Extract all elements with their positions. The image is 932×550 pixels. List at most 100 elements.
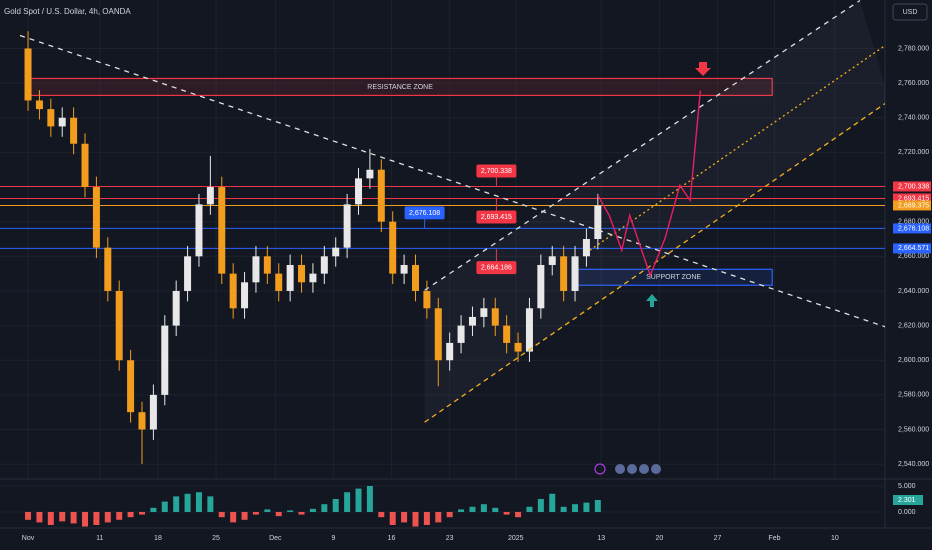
axes: 2,540.000 2,560.000 2,580.000 2,600.000 2,62…: [22, 45, 931, 542]
candle-body: [525, 308, 533, 352]
candle-body: [24, 48, 32, 101]
indicator-bar: [412, 511, 419, 527]
indicator-bar: [503, 511, 510, 515]
indicator-bar: [515, 511, 522, 518]
trend-line: [589, 44, 885, 251]
up-arrow-icon: [646, 294, 658, 307]
candle-body: [298, 264, 306, 283]
candle-body: [263, 256, 271, 274]
indicator-bar: [344, 492, 351, 512]
candle-body: [503, 325, 511, 343]
y-tick-label: 2,660.000: [898, 253, 929, 260]
candle-body: [309, 273, 317, 283]
candle-body: [560, 256, 568, 291]
indicator-bar: [389, 511, 396, 525]
x-tick-label: Dec: [269, 535, 282, 542]
x-tick-label: 18: [154, 535, 162, 542]
candle-body: [400, 264, 408, 274]
price-label-box: [476, 261, 517, 275]
trend-line: [19, 34, 885, 328]
indicator-bar: [93, 511, 100, 525]
candle-body: [389, 221, 397, 274]
candle-body: [468, 316, 476, 326]
x-tick-label: 9: [331, 535, 335, 542]
indicator-bar: [184, 493, 191, 512]
currency-button[interactable]: [892, 3, 928, 21]
candle-body: [104, 247, 112, 291]
candle-body: [47, 109, 55, 127]
indicator-bar: [560, 506, 567, 512]
axis-level-box: [893, 193, 931, 204]
candle-body: [58, 117, 66, 127]
indicator-bar: [230, 511, 237, 523]
x-tick-label: 27: [714, 535, 722, 542]
candle-body: [218, 187, 226, 274]
event-icon[interactable]: [615, 464, 625, 474]
event-icons: [594, 463, 661, 475]
event-icon[interactable]: [594, 463, 606, 475]
indicator-current-label: 2.301: [898, 497, 916, 504]
candle-body: [161, 325, 169, 395]
price-label-box: [476, 164, 517, 178]
projection-path: [597, 90, 702, 278]
indicator-bar: [378, 511, 385, 518]
y-tick-label: 2,560.000: [898, 426, 929, 433]
axis-level-label: 2,689.375: [898, 202, 929, 209]
indicator-bar: [366, 485, 373, 512]
indicator-bar: [127, 511, 134, 518]
indicator-tick-label: 0.000: [898, 509, 916, 516]
indicator-bar: [59, 511, 66, 522]
indicator-bar: [583, 502, 590, 512]
candle-body: [434, 308, 442, 361]
indicator-bar: [218, 511, 225, 518]
y-tick-label: 2,580.000: [898, 392, 929, 399]
candle-body: [184, 256, 192, 291]
indicator-bar: [469, 506, 476, 512]
indicator-bar: [572, 504, 579, 512]
candle-body: [594, 205, 602, 239]
axis-level-box: [893, 200, 931, 211]
event-icon[interactable]: [627, 464, 637, 474]
y-tick-label: 2,620.000: [898, 322, 929, 329]
candle-body: [343, 204, 351, 248]
indicator-tick-label: 5.000: [898, 483, 916, 490]
axis-level-box: [893, 223, 931, 234]
indicator-bar: [332, 498, 339, 512]
axis-level-box: [893, 243, 931, 254]
candle-body: [252, 256, 260, 283]
indicator-bar: [47, 511, 54, 525]
x-tick-label: Feb: [768, 535, 780, 542]
axis-level-box: [893, 181, 931, 192]
candle-body: [582, 239, 590, 257]
event-icon[interactable]: [639, 464, 649, 474]
x-tick-label: 10: [831, 535, 839, 542]
indicator-bar: [104, 511, 111, 523]
candle-body: [92, 187, 100, 248]
indicator-bar: [492, 507, 499, 512]
price-label: 2,676.108: [409, 210, 440, 217]
indicator-bar: [252, 511, 259, 515]
x-tick-label: 16: [388, 535, 396, 542]
candle-body: [571, 256, 579, 291]
chart-title: Gold Spot / U.S. Dollar, 4h, OANDA: [4, 7, 131, 16]
indicator-current-box: [893, 495, 923, 506]
candle-body: [480, 308, 488, 317]
indicator-bar: [138, 511, 145, 515]
candle-body: [377, 169, 385, 222]
main-pane: RESISTANCE ZONE SUPPORT ZONE 2,700.338 2,69…: [0, 0, 885, 478]
candle-body: [195, 204, 203, 257]
indicator-bar: [309, 508, 316, 512]
indicator-bar: [116, 511, 123, 520]
candle-body: [241, 282, 249, 309]
y-tick-label: 2,780.000: [898, 45, 929, 52]
y-tick-label: 2,600.000: [898, 357, 929, 364]
candle-body: [149, 394, 157, 430]
axis-level-label: 2,664.571: [898, 245, 929, 252]
currency[interactable]: USD: [903, 9, 918, 16]
zone-label: RESISTANCE ZONE: [367, 84, 433, 91]
y-tick-label: 2,760.000: [898, 80, 929, 87]
candle-body: [537, 264, 545, 309]
x-tick-label: 25: [212, 535, 220, 542]
event-icon[interactable]: [651, 464, 661, 474]
